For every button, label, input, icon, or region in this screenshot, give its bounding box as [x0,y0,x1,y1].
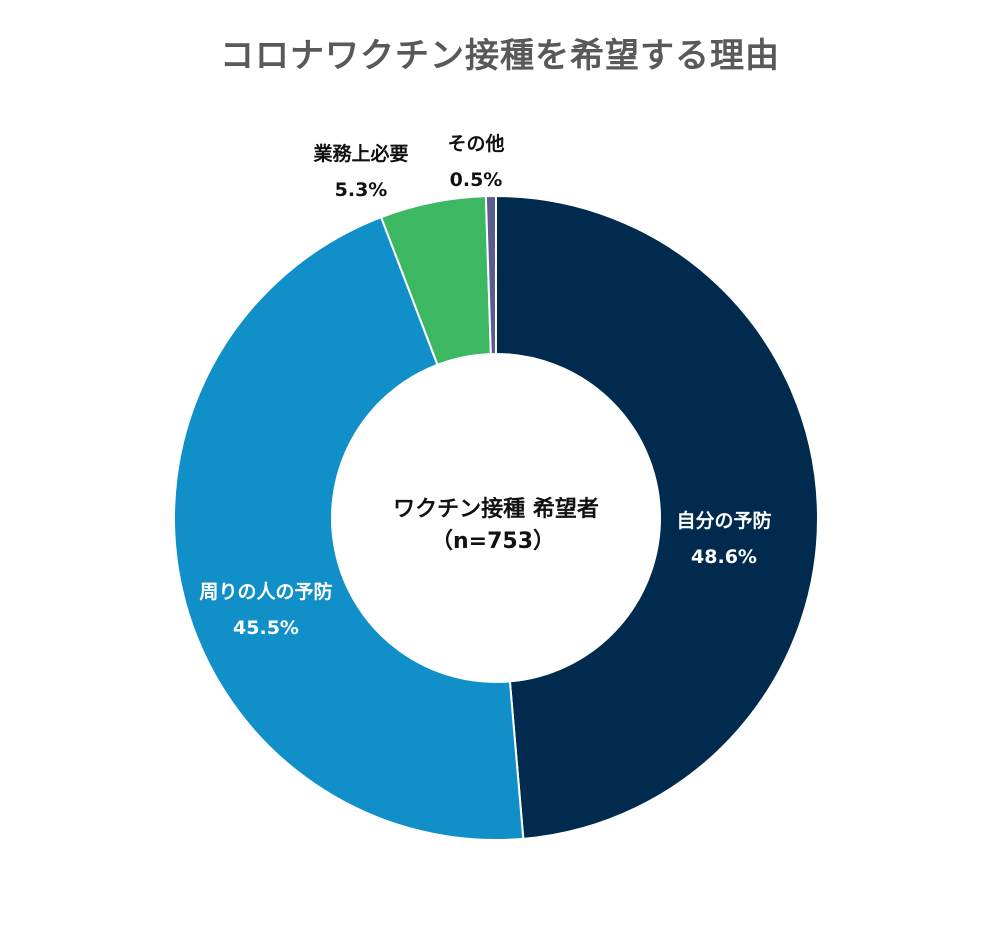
slice-self-prevention [495,194,819,840]
slice-value-work-required: 5.3% [335,179,388,201]
slice-label-other: その他 [447,132,504,155]
center-label-line2: （n=753） [431,529,555,554]
slice-value-other: 0.5% [450,169,503,191]
donut-slices [173,194,819,841]
slice-labels: 自分の予防 48.6% 周りの人の予防 45.5% 業務上必要 5.3% その他 0.5% [199,132,771,639]
slice-value-others-prevention: 45.5% [233,617,299,639]
chart-title: コロナワクチン接種を希望する理由 [220,36,780,76]
slice-label-others-prevention: 周りの人の予防 [199,580,332,603]
slice-value-self-prevention: 48.6% [691,546,757,568]
slice-label-work-required: 業務上必要 [312,142,408,165]
slice-others-prevention [173,215,525,841]
slice-other [484,194,497,356]
center-label-line1: ワクチン接種 希望者 [393,496,599,522]
slice-label-self-prevention: 自分の予防 [676,509,771,532]
